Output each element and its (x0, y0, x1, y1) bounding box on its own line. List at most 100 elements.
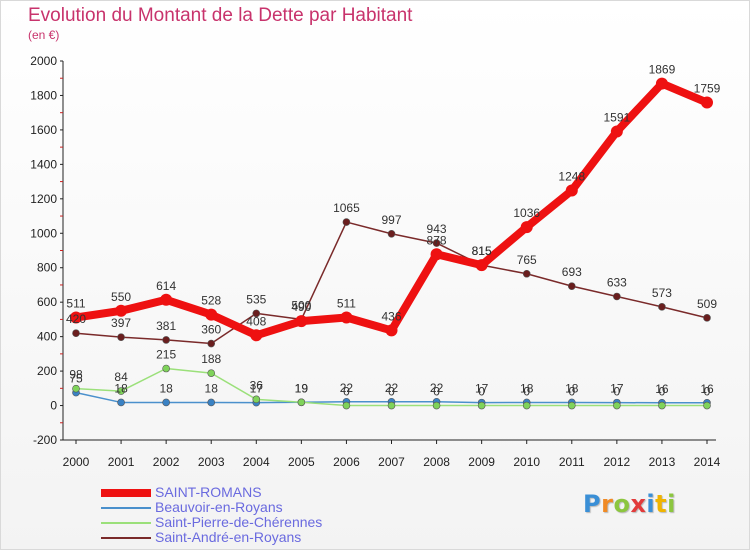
data-label: 815 (472, 244, 492, 258)
data-label: 22 (385, 381, 399, 395)
data-label: 18 (565, 381, 579, 395)
data-point (567, 401, 576, 410)
data-label: 633 (607, 275, 627, 289)
data-label: 550 (111, 290, 131, 304)
data-label: 397 (111, 316, 131, 330)
data-point (72, 384, 80, 393)
data-label: 98 (69, 368, 83, 382)
x-tick-label: 2002 (153, 455, 180, 469)
data-point (613, 292, 621, 301)
data-label: 18 (114, 381, 128, 395)
data-label: 511 (337, 297, 356, 311)
data-point (162, 398, 170, 407)
y-tick-label: 600 (37, 295, 57, 309)
data-label: 1065 (333, 201, 360, 215)
data-label: 509 (697, 297, 717, 311)
data-point (430, 248, 443, 261)
data-label: 614 (156, 279, 176, 293)
data-label: 765 (517, 253, 537, 267)
x-tick-label: 2007 (378, 455, 405, 469)
data-label: 997 (381, 213, 401, 227)
y-tick-label: 800 (37, 261, 57, 275)
data-point (72, 329, 80, 337)
data-label: 1759 (694, 82, 721, 96)
legend-swatch (101, 489, 151, 497)
data-point (207, 398, 216, 407)
y-tick-label: 1000 (30, 226, 57, 240)
data-label: 19 (295, 381, 309, 395)
logo-letter: i (646, 490, 656, 518)
data-label: 17 (475, 382, 489, 396)
x-tick-label: 2009 (468, 455, 495, 469)
data-point (655, 77, 668, 90)
data-label: 0 (388, 385, 395, 399)
data-point (477, 401, 486, 410)
data-label: 511 (66, 297, 85, 311)
legend-label: SAINT-ROMANS (155, 484, 262, 500)
data-point (658, 401, 666, 410)
legend-swatch (101, 537, 151, 539)
data-label: 75 (69, 372, 83, 386)
data-label: 693 (562, 265, 582, 279)
data-point (432, 239, 441, 247)
data-point (162, 364, 170, 373)
x-tick-label: 2006 (333, 455, 360, 469)
y-tick-label: 400 (37, 330, 57, 344)
data-point (117, 387, 125, 395)
x-tick-label: 2001 (108, 455, 135, 469)
data-point (520, 221, 533, 234)
data-point (250, 329, 263, 342)
data-label: 1036 (513, 206, 540, 220)
chart-subtitle: (en €) (28, 28, 60, 42)
data-point (162, 336, 170, 344)
data-label: 0 (478, 385, 485, 399)
data-label: 1591 (604, 110, 631, 124)
data-point (207, 369, 216, 377)
y-tick-label: 200 (37, 364, 57, 378)
data-point (70, 311, 82, 324)
x-tick-label: 2000 (63, 455, 90, 469)
y-tick-label: -200 (33, 433, 57, 447)
logo-letter: t (655, 490, 668, 518)
data-point (432, 401, 441, 410)
proxiti-logo: Proxiti (583, 490, 676, 518)
data-label: 18 (205, 381, 219, 395)
data-point (252, 309, 261, 318)
data-label: 528 (201, 294, 221, 308)
logo-letter: r (601, 490, 614, 518)
y-tick-label: 1200 (30, 192, 57, 206)
data-point (703, 314, 711, 322)
data-label: 19 (295, 381, 309, 395)
data-label: 84 (114, 370, 128, 384)
data-point (295, 315, 308, 328)
data-label: 943 (427, 222, 447, 236)
data-label: 878 (427, 233, 447, 247)
data-label: 0 (433, 385, 440, 399)
data-point (610, 125, 623, 138)
data-point (340, 311, 353, 324)
x-tick-label: 2005 (288, 455, 315, 469)
data-point (658, 303, 666, 311)
logo-letter: o (613, 490, 631, 518)
data-label: 188 (201, 352, 221, 366)
y-tick-label: 1400 (30, 157, 57, 171)
data-label: 381 (156, 319, 176, 333)
data-point (342, 218, 351, 226)
data-label: 17 (610, 382, 624, 396)
data-point (567, 282, 576, 290)
x-tick-label: 2008 (423, 455, 450, 469)
data-point (160, 293, 173, 306)
data-label: 360 (201, 323, 221, 337)
legend-swatch (101, 522, 151, 524)
x-tick-label: 2003 (198, 455, 225, 469)
data-label: 1248 (558, 170, 585, 184)
x-tick-label: 2011 (559, 455, 585, 469)
y-tick-label: 1600 (30, 123, 57, 137)
data-point (701, 96, 713, 109)
data-point (117, 398, 125, 407)
data-point (385, 324, 398, 337)
data-point (207, 339, 216, 348)
data-label: 535 (246, 292, 266, 306)
data-point (522, 269, 531, 278)
